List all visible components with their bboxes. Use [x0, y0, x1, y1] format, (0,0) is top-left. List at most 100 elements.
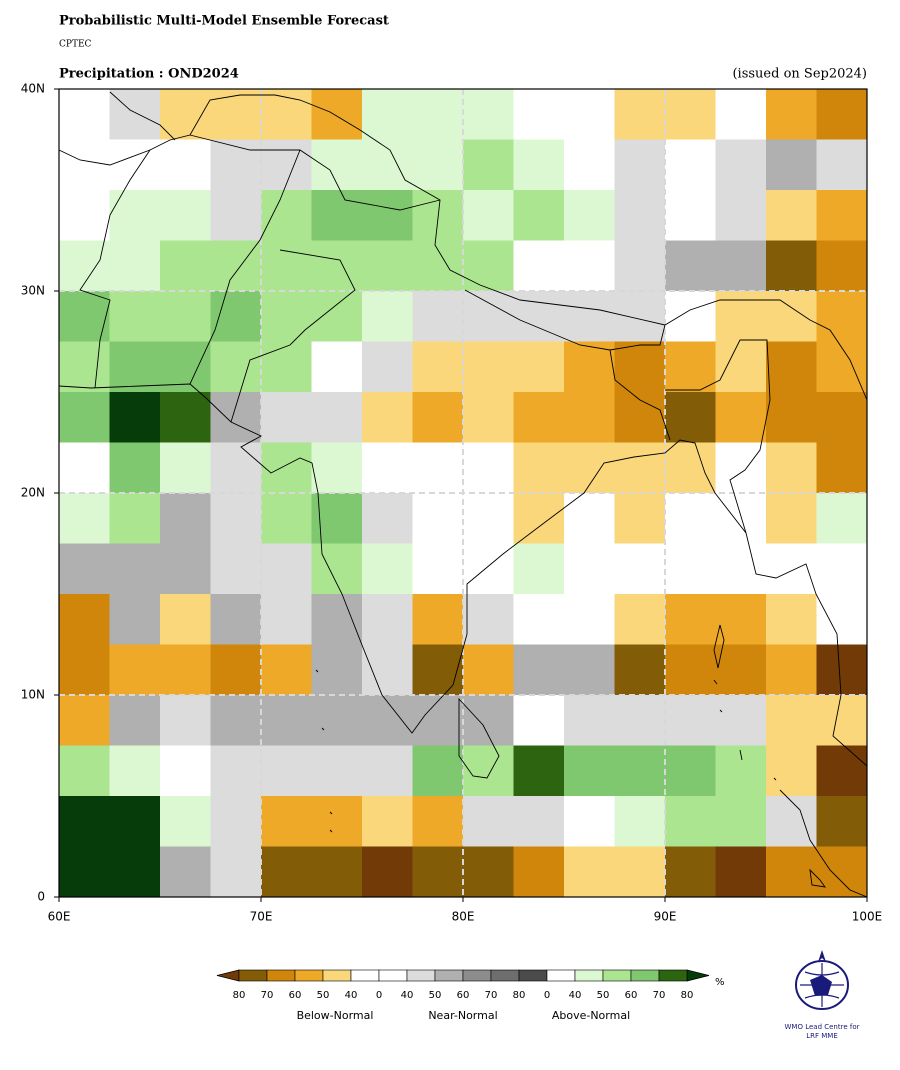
logo-text: WMO Lead Centre for [785, 1023, 860, 1031]
grid-cell [816, 442, 868, 494]
grid-cell [766, 190, 817, 241]
colorbar-swatch [322, 969, 352, 982]
grid-cell [412, 341, 464, 393]
colorbar-swatch [266, 969, 296, 982]
grid-cell [59, 291, 110, 342]
grid-cell [59, 543, 110, 595]
grid-cell [311, 291, 363, 342]
grid-cell [463, 291, 514, 342]
grid-cell [715, 543, 767, 595]
logo-star [818, 950, 826, 962]
grid-cell [210, 493, 262, 544]
border [464, 289, 771, 534]
grid-cell [261, 341, 312, 393]
grid-cell [59, 89, 110, 140]
grid-cell [311, 796, 363, 847]
grid-cell [463, 442, 514, 494]
colorbar-swatch [574, 969, 604, 982]
y-tick-label: 10N [21, 688, 45, 702]
grid-cell [463, 190, 514, 241]
grid-cell [665, 392, 716, 443]
grid-cell [816, 392, 868, 443]
grid-cell [766, 745, 817, 797]
grid-cell [59, 392, 110, 443]
y-tick-label: 20N [21, 486, 45, 500]
x-tick-label: 60E [48, 910, 71, 924]
colorbar-swatch [546, 969, 576, 982]
grid-cell [109, 846, 161, 898]
grid-cell [160, 594, 211, 645]
colorbar-swatch [238, 969, 268, 982]
grid-cell [412, 846, 464, 898]
grid-cell [362, 291, 413, 342]
grid-cell [59, 644, 110, 696]
grid-cell [816, 493, 868, 544]
logo: WMO Lead Centre for LRF MME [785, 950, 860, 1040]
colorbar-tick-label: 40 [345, 990, 358, 1001]
grid-cell [412, 240, 464, 292]
grid-cell [362, 442, 413, 494]
grid-cell [362, 89, 413, 140]
coastline [779, 789, 868, 898]
grid-cell [109, 594, 161, 645]
grid-cell [564, 493, 615, 544]
grid-cell [261, 240, 312, 292]
grid-cell [463, 594, 514, 645]
grid-cell [614, 745, 666, 797]
grid-cell [715, 392, 767, 443]
border [58, 94, 868, 401]
colorbar-swatch [658, 969, 688, 982]
grid-cell [564, 392, 615, 443]
grid-cell [210, 644, 262, 696]
grid-cell [513, 139, 565, 191]
grid-cell [665, 291, 716, 342]
grid-cell [311, 543, 363, 595]
grid-cell [715, 190, 767, 241]
grid-cell [715, 291, 767, 342]
colorbar-tick-label: 50 [429, 990, 442, 1001]
grid-cell [564, 190, 615, 241]
grid-cell [513, 442, 565, 494]
grid-cell [766, 139, 817, 191]
grid-cell [412, 543, 464, 595]
colorbar: 80 70 60 50 40 0 40 50 60 70 80 0 40 50 60 70 80% Below-N… [216, 969, 725, 1022]
grid-cell [614, 139, 666, 191]
colorbar-tick-label: 80 [681, 990, 694, 1001]
grid-cell [362, 745, 413, 797]
grid-cell [210, 139, 262, 191]
grid-cell [261, 392, 312, 443]
grid-cell [210, 846, 262, 898]
logo-text: LRF MME [806, 1032, 838, 1040]
grid-cell [412, 392, 464, 443]
grid-cell [665, 89, 716, 140]
grid-cell [715, 644, 767, 696]
grid-cell [210, 89, 262, 140]
colorbar-tick-label: 0 [544, 990, 550, 1001]
grid-cell [160, 442, 211, 494]
grid-cell [463, 745, 514, 797]
grid-cell [816, 796, 868, 847]
grid-cell [614, 594, 666, 645]
grid-cell [160, 796, 211, 847]
grid-cell [311, 139, 363, 191]
grid-cell [766, 442, 817, 494]
grid-cell [210, 745, 262, 797]
grid-cell [311, 594, 363, 645]
grid-cell [564, 695, 615, 746]
grid-cell [210, 190, 262, 241]
grid-cell [513, 543, 565, 595]
colorbar-tick-label: 80 [233, 990, 246, 1001]
grid-cell [210, 796, 262, 847]
grid-cell [564, 291, 615, 342]
colorbar-group-label: Below-Normal [297, 1009, 374, 1022]
grid-cell [412, 139, 464, 191]
grid-cell [412, 89, 464, 140]
grid-cell [665, 796, 716, 847]
grid-cell [362, 594, 413, 645]
grid-cell [513, 644, 565, 696]
gridlines [59, 89, 867, 897]
colorbar-tick-label: 70 [653, 990, 666, 1001]
grid-cell [564, 644, 615, 696]
grid-cell [463, 240, 514, 292]
grid-cell [564, 594, 615, 645]
